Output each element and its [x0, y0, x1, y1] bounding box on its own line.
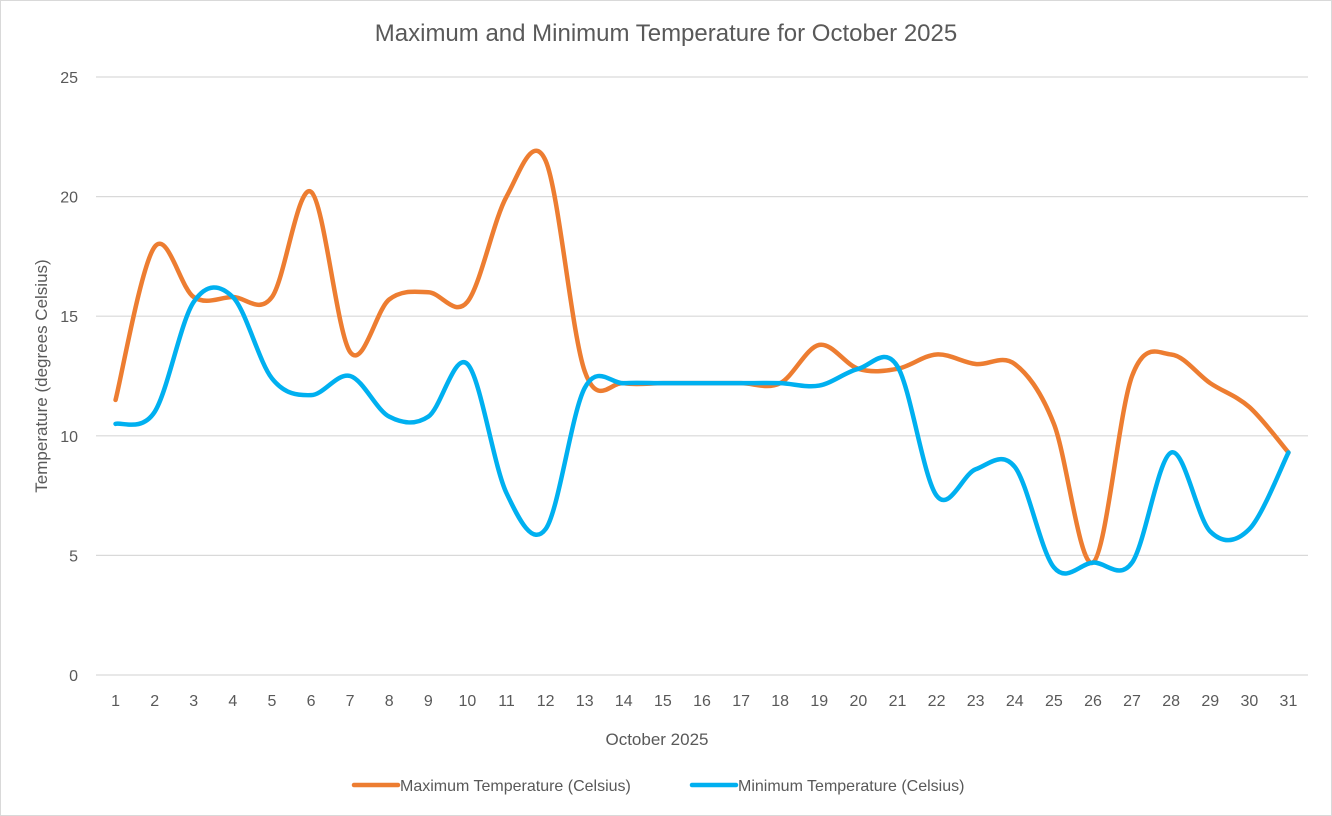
- x-tick-label: 12: [537, 693, 555, 710]
- x-tick-label: 1: [111, 693, 120, 710]
- x-tick-label: 18: [771, 693, 789, 710]
- x-tick-label: 26: [1084, 693, 1102, 710]
- chart-title: Maximum and Minimum Temperature for Octo…: [374, 20, 958, 47]
- x-tick-label: 11: [498, 693, 515, 710]
- y-tick-label: 25: [60, 70, 78, 87]
- y-tick-label: 10: [60, 429, 78, 446]
- y-axis-title: Temperature (degrees Celsius): [32, 259, 51, 492]
- x-tick-label: 27: [1123, 693, 1141, 710]
- y-tick-label: 20: [60, 190, 78, 207]
- x-tick-label: 4: [228, 693, 237, 710]
- gridlines: [96, 76, 1308, 676]
- legend-label-minimum: Minimum Temperature (Celsius): [738, 778, 964, 795]
- series-lines: [113, 148, 1291, 576]
- legend-label-maximum: Maximum Temperature (Celsius): [400, 778, 631, 795]
- x-tick-label: 14: [615, 693, 633, 710]
- x-tick-label: 31: [1280, 693, 1298, 710]
- x-axis-title: October 2025: [605, 730, 708, 749]
- x-tick-label: 10: [459, 693, 477, 710]
- x-tick-label: 29: [1201, 693, 1219, 710]
- y-tick-label: 0: [69, 668, 78, 685]
- x-tick-label: 21: [889, 693, 907, 710]
- x-tick-label: 13: [576, 693, 594, 710]
- x-axis-ticks: 1 2 3 4 5 6 7 8 9 10 11 12 13 14 15 16 17 18 19 20 21 22 23 24 2…: [111, 693, 1297, 710]
- x-tick-label: 28: [1162, 693, 1180, 710]
- x-tick-label: 5: [267, 693, 276, 710]
- x-tick-label: 20: [849, 693, 867, 710]
- x-tick-label: 3: [189, 693, 198, 710]
- y-axis-ticks: 0 5 10 15 20 25: [60, 70, 78, 685]
- x-tick-label: 23: [967, 693, 985, 710]
- x-tick-label: 15: [654, 693, 672, 710]
- x-tick-label: 22: [928, 693, 946, 710]
- x-tick-label: 16: [693, 693, 711, 710]
- x-tick-label: 8: [385, 693, 394, 710]
- series-line-maximum: [113, 148, 1291, 565]
- x-tick-label: 17: [732, 693, 750, 710]
- y-tick-label: 15: [60, 309, 78, 326]
- x-tick-label: 24: [1006, 693, 1024, 710]
- y-tick-label: 5: [69, 548, 78, 565]
- legend: Maximum Temperature (Celsius) Minimum Tem…: [351, 778, 964, 795]
- x-tick-label: 25: [1045, 693, 1063, 710]
- x-tick-label: 9: [424, 693, 433, 710]
- x-tick-label: 30: [1240, 693, 1258, 710]
- x-tick-label: 6: [307, 693, 316, 710]
- x-tick-label: 19: [810, 693, 828, 710]
- x-tick-label: 7: [346, 693, 355, 710]
- x-tick-label: 2: [150, 693, 159, 710]
- series-line-minimum: [113, 285, 1291, 576]
